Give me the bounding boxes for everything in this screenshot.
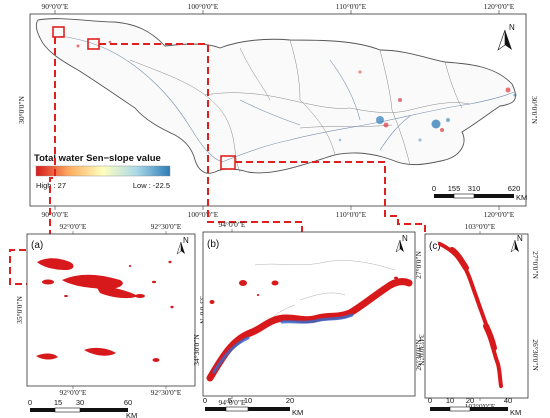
svg-text:0: 0	[432, 184, 436, 193]
svg-text:60: 60	[124, 398, 132, 407]
panel-b-top-tick: 94°0'0"E	[219, 220, 246, 229]
panel-b-river-loss	[212, 313, 354, 374]
panel-b-right-tick: 34°30'0"N	[417, 334, 426, 366]
panel-a-top-tick-2: 92°30'0"E	[151, 222, 182, 231]
panel-a-water-change	[36, 258, 174, 362]
basin-outline	[35, 18, 516, 174]
panel-a: 92°0'0"E 92°30'0"E 92°0'0"E 92°30'0"E 35…	[15, 222, 207, 418]
panel-c: 103°0'0"E 103°0'0"E 27°0'0"N 26°30'0"N 2…	[414, 222, 540, 417]
panel-c-right-tick-2: 26°30'0"N	[531, 339, 540, 371]
svg-text:620: 620	[508, 184, 521, 193]
main-bottom-tick-1: 90°0'0"E	[42, 210, 69, 219]
svg-text:0: 0	[428, 396, 432, 405]
main-top-tick-2: 100°0'0"E	[188, 2, 219, 11]
panel-a-bottom-tick-1: 92°0'0"E	[60, 388, 87, 397]
main-bottom-tick-3: 110°0'0"E	[336, 210, 367, 219]
sub-basin-lines	[129, 39, 471, 173]
svg-text:KM: KM	[292, 408, 303, 417]
panel-b: 94°0'0"E 94°0'0"E 34°30'0"N 34°30'0"N (b…	[192, 220, 426, 417]
svg-text:20: 20	[466, 396, 474, 405]
svg-text:0: 0	[203, 396, 207, 405]
scalebar-b: 0 5 10 20 KM	[203, 396, 303, 417]
panel-c-frame	[424, 233, 529, 399]
svg-text:20: 20	[286, 396, 294, 405]
main-right-tick: 30°0'0"N	[530, 96, 539, 124]
svg-text:155: 155	[448, 184, 461, 193]
main-left-tick: 30°0'0"N	[17, 96, 26, 124]
north-label-c: N	[517, 234, 523, 243]
svg-text:310: 310	[468, 184, 481, 193]
north-label-main: N	[509, 23, 515, 32]
legend-high-label: High : 27	[36, 181, 66, 190]
svg-text:10: 10	[446, 396, 454, 405]
north-label-a: N	[183, 236, 189, 245]
panel-c-right-tick-1: 27°0'0"N	[531, 251, 540, 279]
trend-hotspots	[76, 40, 517, 142]
svg-text:0: 0	[28, 398, 32, 407]
panel-c-left-tick-2: 26°30'0"N	[414, 339, 423, 371]
main-bottom-tick-2: 100°0'0"E	[188, 210, 219, 219]
study-area-a-box	[52, 26, 65, 38]
main-top-tick-1: 90°0'0"E	[42, 2, 69, 11]
north-arrow-main: N	[497, 23, 515, 51]
panel-c-river-wide	[449, 247, 469, 271]
panel-b-bottom-tick: 94°0'0"E	[219, 398, 246, 407]
main-top-tick-3: 110°0'0"E	[336, 2, 367, 11]
panel-c-bottom-tick: 103°0'0"E	[465, 402, 496, 411]
callout-connectors	[9, 37, 426, 285]
river-network	[59, 35, 515, 163]
panel-c-left-tick-1: 27°0'0"N	[414, 251, 423, 279]
main-top-tick-4: 120°0'0"E	[484, 2, 515, 11]
panel-b-label: (b)	[207, 239, 219, 250]
panel-b-lakes	[209, 276, 398, 304]
legend: Total water Sen−slope value High : 27 Lo…	[34, 153, 171, 190]
north-label-b: N	[402, 234, 408, 243]
svg-text:KM: KM	[510, 408, 521, 417]
scalebar-a: 0 15 30 60 KM	[28, 398, 137, 418]
panel-c-label: (c)	[429, 241, 441, 252]
svg-text:5: 5	[228, 396, 232, 405]
scalebar-c: 0 10 20 40 KM	[428, 396, 521, 417]
panel-a-frame	[26, 233, 196, 387]
svg-text:KM: KM	[516, 193, 527, 202]
svg-text:40: 40	[504, 396, 512, 405]
scalebar-main: 0 155 310 620 KM	[432, 184, 527, 202]
panel-a-label: (a)	[31, 240, 43, 251]
main-bottom-tick-4: 120°0'0"E	[484, 210, 515, 219]
north-arrow-b: N	[395, 234, 408, 253]
panel-a-right-tick: 35°0'0"N	[198, 296, 207, 324]
svg-text:15: 15	[54, 398, 62, 407]
legend-colorbar	[35, 165, 171, 177]
panel-b-left-tick: 34°30'0"N	[192, 334, 201, 366]
north-arrow-c: N	[510, 234, 523, 253]
north-arrow-a: N	[176, 236, 189, 255]
svg-text:30: 30	[76, 398, 84, 407]
panel-b-river-main	[206, 278, 413, 382]
panel-c-river-wide-2	[483, 323, 497, 351]
legend-low-label: Low : -22.5	[133, 181, 170, 190]
panel-a-left-tick: 35°0'0"N	[15, 296, 24, 324]
panel-c-top-tick: 103°0'0"E	[465, 222, 496, 231]
panel-a-bottom-tick-2: 92°30'0"E	[151, 388, 182, 397]
svg-text:10: 10	[244, 396, 252, 405]
panel-a-top-tick-1: 92°0'0"E	[60, 222, 87, 231]
panel-b-frame	[202, 231, 416, 397]
svg-text:KM: KM	[126, 411, 137, 418]
main-map: 90°0'0"E 100°0'0"E 110°0'0"E 120°0'0"E 9…	[17, 2, 539, 219]
legend-title: Total water Sen−slope value	[34, 153, 161, 164]
